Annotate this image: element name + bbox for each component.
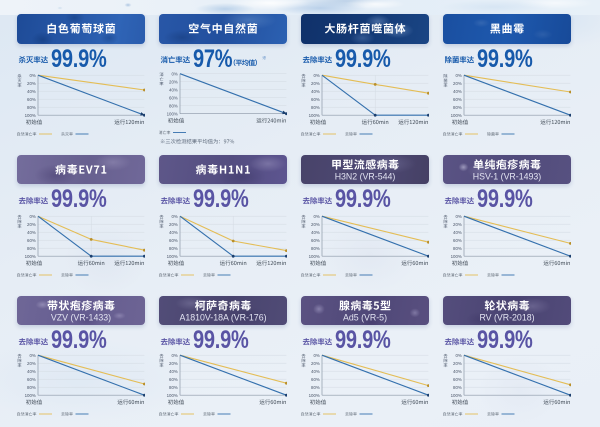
- svg-text:0%: 0%: [171, 213, 177, 218]
- svg-text:40%: 40%: [453, 368, 462, 373]
- svg-text:80%: 80%: [169, 245, 178, 250]
- svg-text:100%: 100%: [450, 392, 461, 397]
- svg-text:40%: 40%: [311, 229, 320, 234]
- svg-text:60%: 60%: [453, 97, 462, 102]
- svg-text:60%: 60%: [311, 237, 320, 242]
- svg-text:20%: 20%: [27, 221, 36, 226]
- svg-text:60%: 60%: [453, 376, 462, 381]
- svg-text:20%: 20%: [311, 360, 320, 365]
- svg-text:80%: 80%: [27, 105, 36, 110]
- svg-text:0%: 0%: [171, 352, 177, 357]
- svg-text:20%: 20%: [311, 81, 320, 86]
- svg-text:80%: 80%: [169, 103, 178, 108]
- svg-text:100%: 100%: [24, 392, 35, 397]
- svg-text:20%: 20%: [169, 79, 178, 84]
- svg-text:40%: 40%: [453, 89, 462, 94]
- svg-text:100%: 100%: [166, 392, 177, 397]
- svg-text:40%: 40%: [169, 368, 178, 373]
- svg-text:40%: 40%: [453, 229, 462, 234]
- svg-text:40%: 40%: [311, 89, 320, 94]
- svg-text:20%: 20%: [27, 81, 36, 86]
- svg-text:80%: 80%: [453, 105, 462, 110]
- svg-text:20%: 20%: [27, 360, 36, 365]
- svg-text:VZV (VR-1433): VZV (VR-1433): [50, 312, 110, 322]
- svg-text:20%: 20%: [311, 221, 320, 226]
- svg-text:H3N2 (VR-544): H3N2 (VR-544): [334, 171, 395, 181]
- svg-text:60%: 60%: [453, 237, 462, 242]
- svg-text:100%: 100%: [166, 253, 177, 258]
- svg-text:20%: 20%: [453, 221, 462, 226]
- svg-text:80%: 80%: [311, 384, 320, 389]
- svg-text:60%: 60%: [311, 376, 320, 381]
- svg-text:60%: 60%: [169, 95, 178, 100]
- svg-text:60%: 60%: [311, 97, 320, 102]
- svg-text:60%: 60%: [27, 376, 36, 381]
- svg-text:100%: 100%: [308, 253, 319, 258]
- svg-text:100%: 100%: [24, 113, 35, 118]
- svg-text:60%: 60%: [27, 97, 36, 102]
- svg-text:100%: 100%: [308, 392, 319, 397]
- svg-text:0%: 0%: [29, 213, 35, 218]
- svg-text:0%: 0%: [455, 73, 461, 78]
- svg-text:0%: 0%: [313, 73, 319, 78]
- svg-text:100%: 100%: [450, 253, 461, 258]
- svg-text:20%: 20%: [453, 360, 462, 365]
- svg-text:40%: 40%: [27, 368, 36, 373]
- svg-text:0%: 0%: [29, 73, 35, 78]
- svg-text:HSV-1 (VR-1493): HSV-1 (VR-1493): [472, 171, 541, 181]
- svg-text:100%: 100%: [24, 253, 35, 258]
- svg-text:60%: 60%: [169, 237, 178, 242]
- svg-text:100%: 100%: [166, 111, 177, 116]
- svg-text:80%: 80%: [311, 245, 320, 250]
- svg-text:Ad5 (VR-5): Ad5 (VR-5): [343, 312, 387, 322]
- svg-text:20%: 20%: [169, 221, 178, 226]
- svg-text:0%: 0%: [455, 352, 461, 357]
- svg-text:40%: 40%: [27, 89, 36, 94]
- svg-text:100%: 100%: [450, 113, 461, 118]
- svg-text:40%: 40%: [311, 368, 320, 373]
- svg-text:0%: 0%: [313, 213, 319, 218]
- svg-text:60%: 60%: [27, 237, 36, 242]
- svg-text:80%: 80%: [27, 245, 36, 250]
- svg-text:80%: 80%: [453, 384, 462, 389]
- svg-text:80%: 80%: [311, 105, 320, 110]
- svg-text:80%: 80%: [27, 384, 36, 389]
- svg-text:80%: 80%: [169, 384, 178, 389]
- svg-text:40%: 40%: [169, 229, 178, 234]
- svg-text:60%: 60%: [169, 376, 178, 381]
- svg-text:0%: 0%: [455, 213, 461, 218]
- svg-text:80%: 80%: [453, 245, 462, 250]
- svg-text:100%: 100%: [308, 113, 319, 118]
- svg-text:RV (VR-2018): RV (VR-2018): [479, 312, 534, 322]
- svg-text:20%: 20%: [169, 360, 178, 365]
- svg-text:20%: 20%: [453, 81, 462, 86]
- svg-text:0%: 0%: [171, 71, 177, 76]
- svg-text:0%: 0%: [29, 352, 35, 357]
- svg-text:40%: 40%: [169, 87, 178, 92]
- svg-text:A1810V-18A (VR-176): A1810V-18A (VR-176): [179, 312, 266, 322]
- svg-text:40%: 40%: [27, 229, 36, 234]
- svg-text:0%: 0%: [313, 352, 319, 357]
